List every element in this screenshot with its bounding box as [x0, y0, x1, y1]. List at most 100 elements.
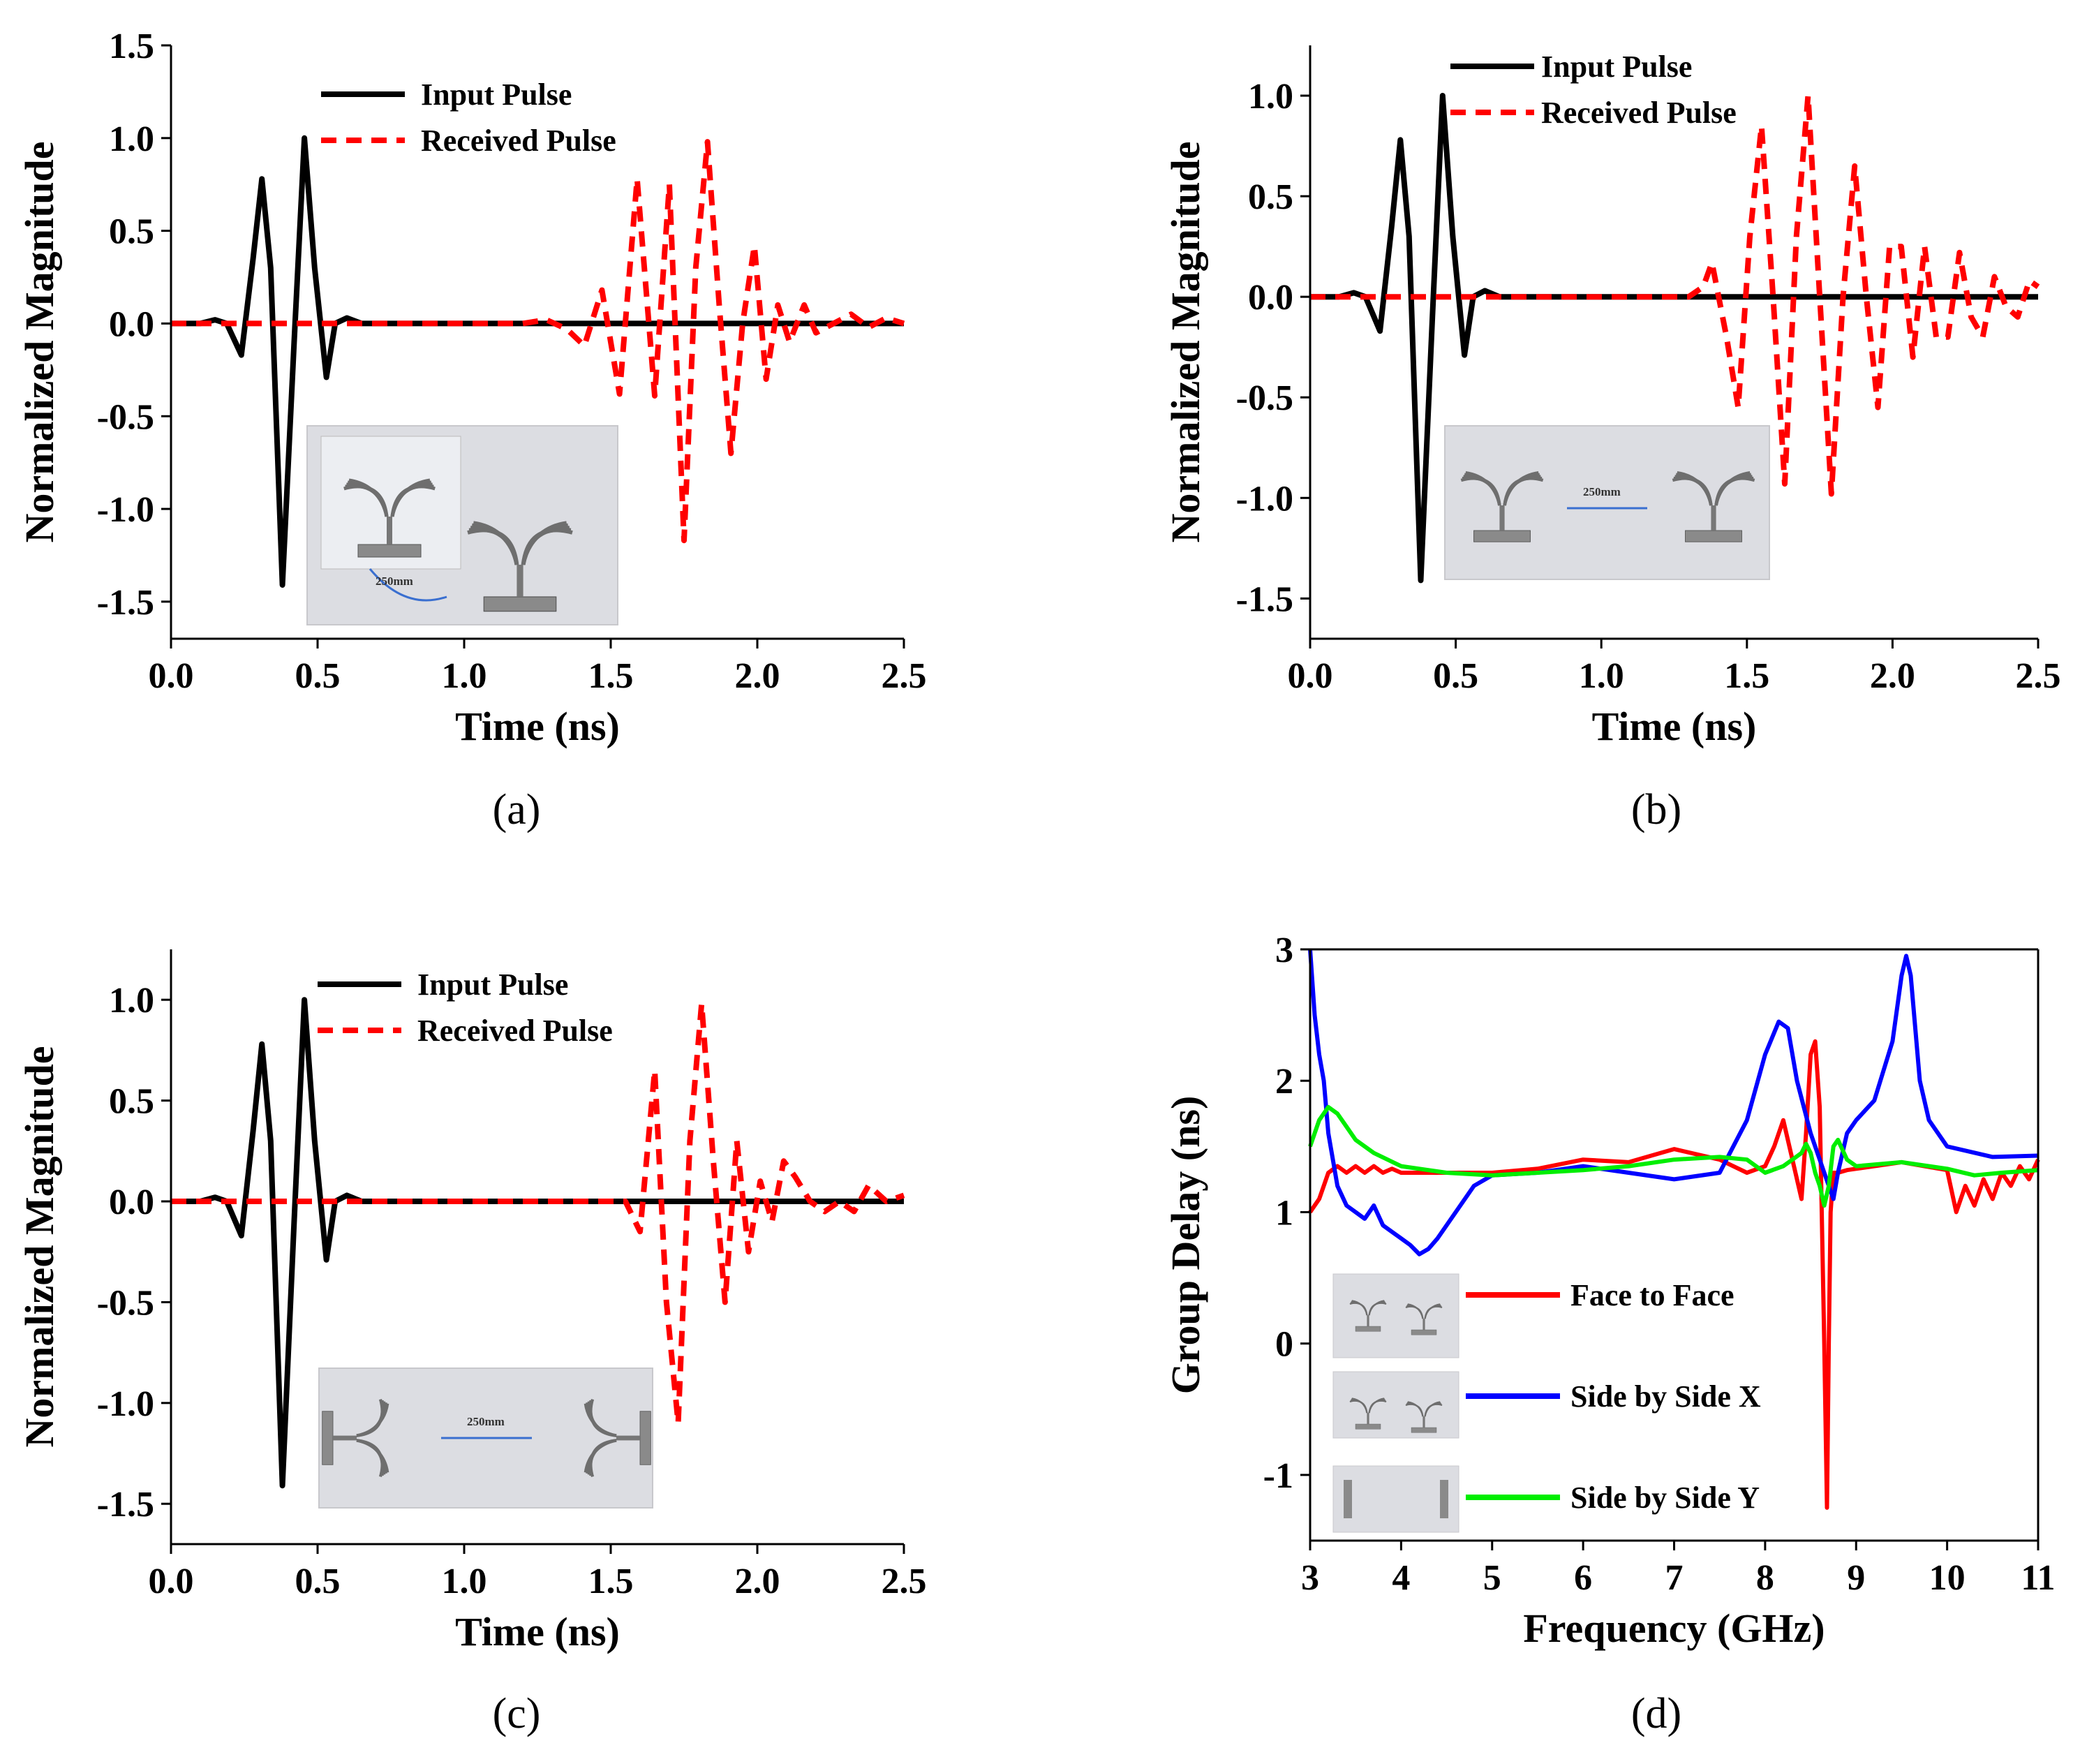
x-tick-label: 11	[2021, 1558, 2055, 1598]
antenna-ground	[1473, 530, 1531, 542]
antenna-inset: 250mm	[318, 1368, 653, 1509]
x-tick-label: 0.5	[295, 656, 341, 696]
antenna-arm	[343, 484, 389, 517]
x-tick-label: 0.0	[149, 656, 194, 696]
x-tick-label: 1.5	[1724, 656, 1769, 696]
x-tick-label: 2.0	[735, 656, 780, 696]
y-axis-title: Group Delay (ns)	[1163, 1096, 1208, 1395]
chart-panel-b: 250mm 0.0 0.5 1.0 1.5 2.0 2.5 -1.5 -1.0 -0.5 0.0 0.…	[1163, 45, 2061, 833]
x-axis-title: Time (ns)	[455, 1609, 620, 1654]
antenna-ground	[483, 596, 557, 612]
x-tick-label: 9	[1847, 1558, 1865, 1598]
x-tick-label: 0.0	[1288, 656, 1333, 696]
antenna-right	[584, 1398, 651, 1478]
antenna-arm	[1460, 477, 1501, 506]
antenna-arm	[1405, 1403, 1424, 1417]
y-tick-label: -1.5	[97, 583, 154, 623]
antenna-drawing	[322, 1398, 389, 1478]
legend-thumbnail	[1332, 1371, 1459, 1439]
x-tick-label: 1.0	[442, 656, 487, 696]
antenna-feed	[387, 517, 392, 544]
x-axis-title: Time (ns)	[455, 704, 620, 749]
antenna-ground	[322, 1411, 334, 1465]
antenna-feed	[333, 1435, 357, 1441]
y-tick-label: 1.5	[109, 27, 154, 66]
panel-caption: (b)	[1631, 786, 1681, 833]
antenna-drawing	[1405, 1401, 1443, 1433]
legend-label: Received Pulse	[1541, 96, 1737, 130]
y-tick-label: 2	[1275, 1062, 1293, 1102]
antenna-arm	[1368, 1400, 1387, 1414]
antenna-arm	[1405, 1305, 1424, 1319]
antenna-ground	[1355, 1326, 1381, 1332]
antenna-ground	[1411, 1329, 1437, 1335]
antenna-arm	[1424, 1305, 1443, 1319]
x-tick-label: 0.5	[295, 1562, 341, 1601]
antenna-arm	[1368, 1302, 1387, 1316]
chart-panel-c: 250mm 0.0 0.5 1.0 1.5 2.0 2.5 -1.5 -1.0 -0.5 0.0 0.…	[17, 949, 927, 1737]
antenna-feed	[1367, 1413, 1369, 1424]
x-tick-label: 1.5	[588, 1562, 634, 1601]
y-tick-label: 0.0	[109, 1183, 154, 1222]
x-tick-label: 2.0	[735, 1562, 780, 1601]
y-tick-label: 1.0	[109, 981, 154, 1021]
x-tick-label: 6	[1574, 1558, 1592, 1598]
antenna-inset: 250mm	[1444, 425, 1770, 580]
antenna-drawing	[1349, 1398, 1387, 1430]
antenna-drawing	[1672, 470, 1755, 542]
legend-label: Received Pulse	[417, 1014, 613, 1048]
legend-label: Input Pulse	[421, 77, 572, 112]
antenna-arm	[589, 1398, 617, 1437]
y-tick-label: 3	[1275, 931, 1293, 970]
inset-distance-label: 250mm	[467, 1415, 505, 1428]
antenna-ground	[357, 544, 422, 558]
y-tick-label: -0.5	[1236, 378, 1293, 418]
x-tick-label: 2.0	[1870, 656, 1915, 696]
panel-caption: (c)	[493, 1690, 541, 1737]
x-tick-label: 2.5	[882, 1562, 927, 1601]
antenna-feed	[1499, 505, 1505, 531]
antenna-arm	[356, 1398, 384, 1437]
antenna-drawing	[1405, 1303, 1443, 1335]
antenna-arm	[1672, 477, 1713, 506]
x-tick-label: 2.5	[2016, 656, 2061, 696]
x-tick-label: 10	[1929, 1558, 1966, 1598]
antenna-arm	[521, 528, 573, 565]
antenna-ground	[1411, 1427, 1437, 1433]
y-tick-label: 0.5	[1248, 177, 1293, 217]
antenna-feed	[1711, 505, 1716, 531]
y-tick-label: -0.5	[97, 1283, 154, 1323]
y-tick-label: 0.0	[1248, 278, 1293, 318]
legend-thumbnail	[1332, 1273, 1459, 1358]
antenna-ground	[1685, 530, 1742, 542]
legend-label: Input Pulse	[1541, 50, 1692, 84]
y-tick-label: 1.0	[1248, 77, 1293, 117]
inset-distance-label: 250mm	[1583, 485, 1621, 498]
legend-label: Input Pulse	[417, 968, 568, 1002]
antenna-drawing	[1460, 470, 1544, 542]
legend-label: Side by Side Y	[1570, 1481, 1760, 1515]
legend: Input Pulse Received Pulse	[1450, 50, 1737, 130]
series-line-side-by-side-y	[1308, 1104, 2039, 1208]
chart-panel-d: 3 4 5 6 7 8 9 10 11 -1 0 1 2 3 Frequency (GHz) Group De…	[1163, 931, 2056, 1737]
antenna-drawing	[343, 478, 436, 558]
antenna-feed	[1367, 1315, 1369, 1326]
x-axis-title: Time (ns)	[1592, 704, 1757, 749]
thumbnail-background	[1332, 1273, 1459, 1358]
series-line-received-pulse	[1310, 93, 2040, 497]
y-tick-label: -1.0	[97, 490, 154, 530]
antenna-arm	[356, 1439, 384, 1478]
antenna-ground	[1355, 1423, 1381, 1430]
antenna-feed	[1422, 1319, 1425, 1330]
legend-thumbnail	[1332, 1465, 1459, 1533]
y-tick-label: 0.5	[109, 212, 154, 252]
legend-label: Face to Face	[1570, 1278, 1734, 1312]
antenna-drawing	[584, 1398, 651, 1478]
x-tick-label: 1.5	[588, 656, 634, 696]
x-tick-label: 0.0	[149, 1562, 194, 1601]
panel-caption: (d)	[1631, 1690, 1681, 1737]
legend-label: Received Pulse	[421, 124, 616, 158]
y-axis-title: Normalized Magnitude	[17, 141, 62, 542]
antenna-drawing	[467, 521, 573, 612]
legend: Face to Face Side by Side X Side by Side Y	[1332, 1273, 1761, 1533]
